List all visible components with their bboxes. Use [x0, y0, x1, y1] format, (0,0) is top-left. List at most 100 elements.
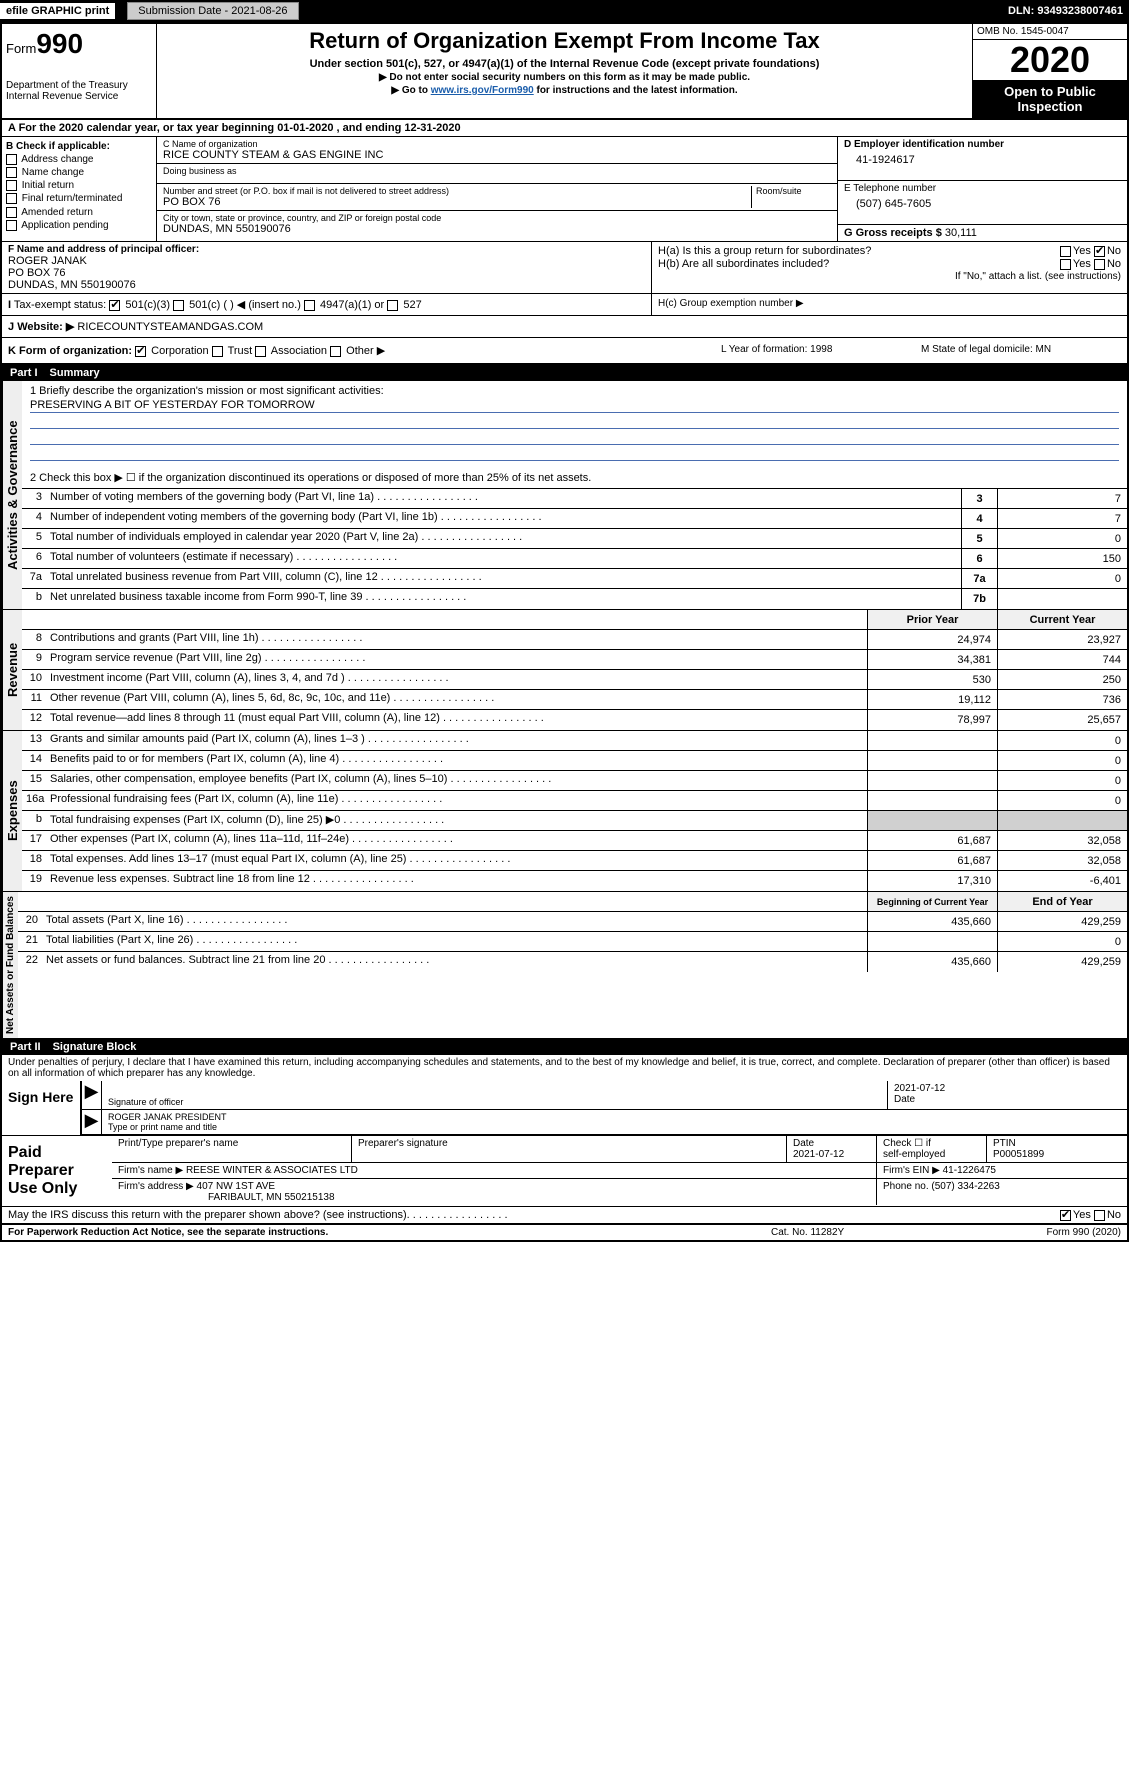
summary-line: 3Number of voting members of the governi…: [22, 489, 1127, 509]
side-governance: Activities & Governance: [2, 381, 22, 609]
sig-arrow-icon-2: ▶: [82, 1110, 102, 1134]
summary-expenses: Expenses 13Grants and similar amounts pa…: [2, 731, 1127, 892]
summary-line: 10Investment income (Part VIII, column (…: [22, 670, 1127, 690]
mission-answer: PRESERVING A BIT OF YESTERDAY FOR TOMORR…: [30, 399, 1119, 413]
ha-yn: Yes No: [1060, 245, 1121, 257]
note2-post: for instructions and the latest informat…: [534, 85, 738, 96]
discuss-row: May the IRS discuss this return with the…: [2, 1207, 1127, 1225]
part1-num: Part I: [10, 367, 38, 379]
opt-corp: Corporation: [151, 345, 208, 357]
paid-preparer-section: Paid Preparer Use Only Print/Type prepar…: [2, 1136, 1127, 1207]
summary-line: 12Total revenue—add lines 8 through 11 (…: [22, 710, 1127, 730]
summary-line: 19Revenue less expenses. Subtract line 1…: [22, 871, 1127, 891]
summary-governance: Activities & Governance 1 Briefly descri…: [2, 381, 1127, 610]
opt-trust: Trust: [228, 345, 253, 357]
summary-line: 9Program service revenue (Part VIII, lin…: [22, 650, 1127, 670]
paid-preparer-label: Paid Preparer Use Only: [2, 1136, 112, 1206]
summary-revenue: Revenue Prior Year Current Year 8Contrib…: [2, 610, 1127, 731]
org-addr: PO BOX 76: [163, 196, 751, 208]
irs-link[interactable]: www.irs.gov/Form990: [431, 85, 534, 96]
no-label: No: [1107, 1209, 1121, 1221]
city-label: City or town, state or province, country…: [163, 213, 831, 223]
open-to-public: Open to Public Inspection: [973, 80, 1127, 118]
side-netassets: Net Assets or Fund Balances: [2, 892, 18, 1038]
prior-year-head: Prior Year: [867, 610, 997, 629]
part1-header: Part I Summary: [2, 365, 1127, 381]
tax-year: 2020: [973, 40, 1127, 80]
yes-label: Yes: [1073, 1209, 1091, 1221]
discuss-yn: Yes No: [1060, 1209, 1121, 1221]
row-k-form-org: K Form of organization: Corporation Trus…: [2, 338, 1127, 365]
summary-line: 22Net assets or fund balances. Subtract …: [18, 952, 1127, 972]
checkbox-item[interactable]: Application pending: [6, 220, 152, 231]
firm-addr-label: Firm's address ▶: [118, 1181, 194, 1192]
end-year-head: End of Year: [997, 892, 1127, 911]
col-d-ein: D Employer identification number 41-1924…: [837, 137, 1127, 241]
l-year-formation: L Year of formation: 1998: [721, 344, 921, 357]
mission-question: 1 Briefly describe the organization's mi…: [30, 385, 1119, 397]
checkbox-item[interactable]: Initial return: [6, 180, 152, 191]
part1-title: Summary: [50, 367, 100, 379]
net-header-row: Beginning of Current Year End of Year: [18, 892, 1127, 912]
website-label: Website: ▶: [17, 321, 74, 333]
opt-501c: 501(c) ( ) ◀ (insert no.): [189, 299, 301, 311]
header-left: Form990 Department of the Treasury Inter…: [2, 24, 157, 118]
part2-title: Signature Block: [53, 1041, 137, 1053]
form-note-1: ▶ Do not enter social security numbers o…: [165, 72, 964, 83]
opt-501c3: 501(c)(3): [125, 299, 170, 311]
begin-year-head: Beginning of Current Year: [867, 892, 997, 911]
hc-label: H(c) Group exemption number ▶: [652, 294, 1127, 315]
opt-other: Other ▶: [346, 345, 385, 357]
sign-here-section: Sign Here ▶ Signature of officer 2021-07…: [2, 1081, 1127, 1136]
ptin-val: P00051899: [993, 1149, 1121, 1160]
checkbox-item[interactable]: Name change: [6, 167, 152, 178]
d-label: D Employer identification number: [844, 139, 1121, 150]
col-b-checkboxes: B Check if applicable: Address change Na…: [2, 137, 157, 241]
tax-exempt-label: Tax-exempt status:: [14, 299, 106, 311]
sig-type-label: Type or print name and title: [108, 1122, 1121, 1132]
f-label: F Name and address of principal officer:: [8, 244, 645, 255]
checkbox-item[interactable]: Amended return: [6, 207, 152, 218]
sig-name-title: ROGER JANAK PRESIDENT: [108, 1112, 1121, 1122]
g-label: G Gross receipts $: [844, 227, 942, 239]
dept-treasury: Department of the Treasury Internal Reve…: [6, 80, 152, 102]
mission-block: 1 Briefly describe the organization's mi…: [22, 381, 1127, 467]
firm-ein: 41-1226475: [943, 1165, 996, 1176]
b-title: B Check if applicable:: [6, 141, 152, 152]
checkbox-item[interactable]: Address change: [6, 154, 152, 165]
summary-line: 7aTotal unrelated business revenue from …: [22, 569, 1127, 589]
prep-date: 2021-07-12: [793, 1149, 870, 1160]
officer-addr2: DUNDAS, MN 550190076: [8, 279, 645, 291]
form-990-footer: Form 990 (2020): [971, 1227, 1121, 1238]
row-i-tax-status: I Tax-exempt status: 501(c)(3) 501(c) ( …: [2, 294, 1127, 316]
501c3-check: [109, 300, 120, 311]
header-mid: Return of Organization Exempt From Incom…: [157, 24, 972, 118]
submission-date-button[interactable]: Submission Date - 2021-08-26: [127, 2, 298, 20]
c-label: C Name of organization: [163, 139, 831, 149]
col-h-group: H(a) Is this a group return for subordin…: [652, 242, 1127, 293]
top-bar: efile GRAPHIC print Submission Date - 20…: [0, 0, 1129, 22]
efile-label[interactable]: efile GRAPHIC print: [0, 3, 115, 19]
officer-name: ROGER JANAK: [8, 255, 645, 267]
ha-label: H(a) Is this a group return for subordin…: [658, 245, 871, 257]
self-emp-a: Check ☐ if: [883, 1138, 980, 1149]
summary-line: 13Grants and similar amounts paid (Part …: [22, 731, 1127, 751]
officer-addr1: PO BOX 76: [8, 267, 645, 279]
summary-line: 8Contributions and grants (Part VIII, li…: [22, 630, 1127, 650]
j-label: J: [8, 321, 14, 333]
sig-date: 2021-07-12: [894, 1083, 1121, 1094]
part2-num: Part II: [10, 1041, 41, 1053]
sig-arrow-icon: ▶: [82, 1081, 102, 1109]
note2-pre: ▶ Go to: [391, 85, 430, 96]
firm-ein-label: Firm's EIN ▶: [883, 1165, 940, 1176]
hb-yn: Yes No: [1060, 258, 1121, 270]
sign-here-label: Sign Here: [2, 1081, 82, 1135]
section-fh: F Name and address of principal officer:…: [2, 242, 1127, 294]
sig-declaration: Under penalties of perjury, I declare th…: [2, 1055, 1127, 1081]
side-expenses: Expenses: [2, 731, 22, 891]
firm-name: REESE WINTER & ASSOCIATES LTD: [186, 1165, 358, 1176]
checkbox-item[interactable]: Final return/terminated: [6, 193, 152, 204]
firm-addr2: FARIBAULT, MN 550215138: [118, 1192, 870, 1203]
summary-line: 18Total expenses. Add lines 13–17 (must …: [22, 851, 1127, 871]
summary-netassets: Net Assets or Fund Balances Beginning of…: [2, 892, 1127, 1039]
